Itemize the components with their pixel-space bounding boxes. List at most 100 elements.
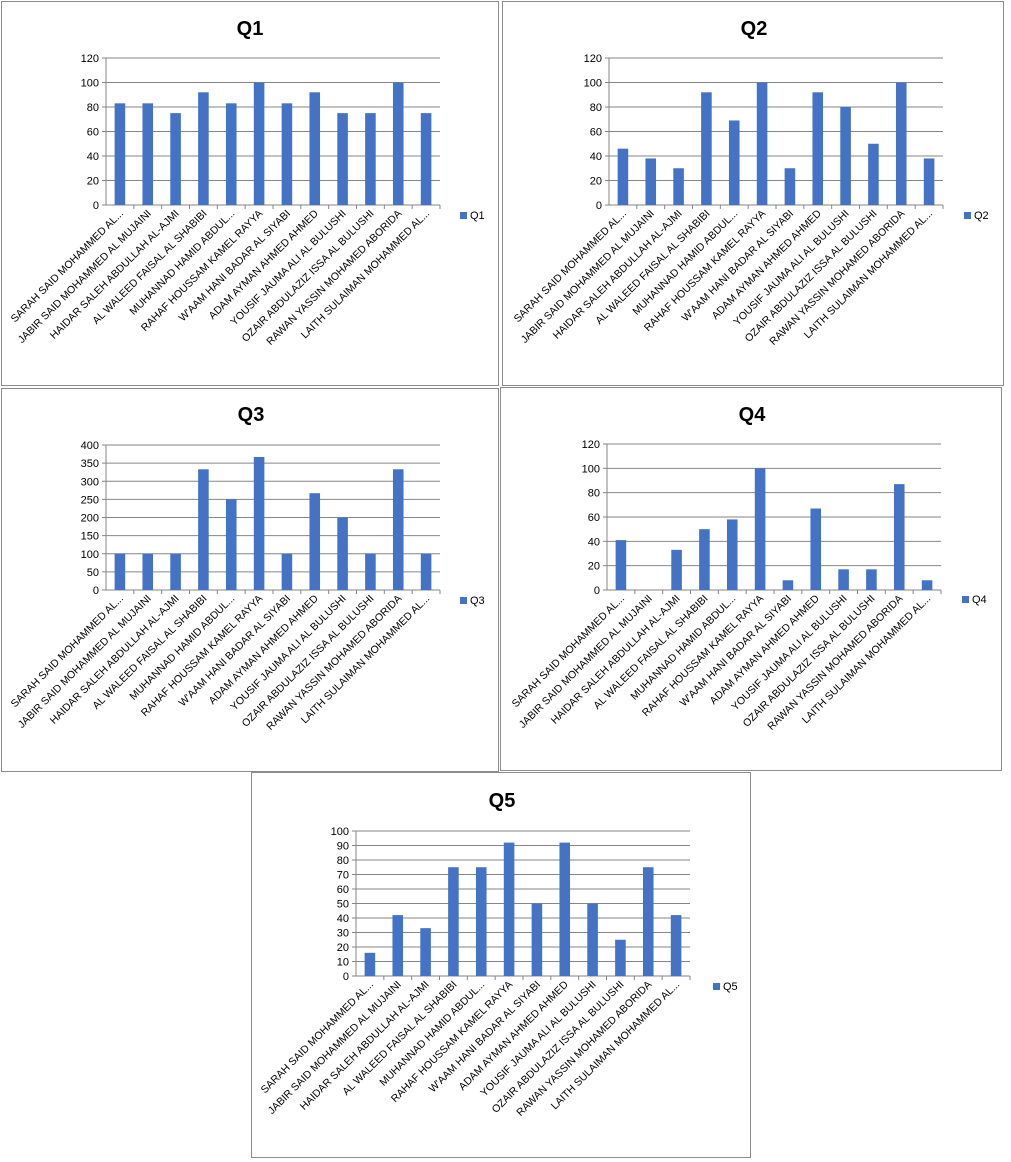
bar [840,107,851,205]
y-tick-label: 100 [81,78,99,90]
y-tick-label: 100 [81,549,99,561]
bar [699,529,710,590]
y-tick-label: 30 [337,928,349,940]
category-label: LAITH SULAIMAN MOHAMMED AL... [299,208,432,341]
bar [810,508,822,590]
bar [309,92,321,205]
y-tick-label: 0 [93,585,99,597]
category-label: LAITH SULAIMAN MOHAMMED AL... [299,593,432,726]
bar [921,580,933,590]
y-tick-label: 400 [81,440,99,452]
bar [198,92,209,205]
bar [142,103,154,205]
bar [225,103,237,205]
bar [420,553,432,590]
bar [253,456,265,590]
bar [365,553,376,590]
chart-panel-q2: Q2 0 20 40 60 80 100 120 SARAH SAID MOHAMMED AL.… [502,1,1004,386]
y-tick-label: 300 [81,476,99,488]
legend-swatch [962,596,969,603]
bar [728,120,740,205]
bar [893,484,905,590]
bar [617,148,629,205]
y-tick-label: 60 [590,127,602,139]
bar [642,867,654,976]
chart-panel-q5: Q5 0 10 20 30 40 50 60 70 80 90 100 SARAH SAID MOHAM… [251,772,751,1158]
y-tick-label: 80 [590,102,602,114]
legend-swatch [460,212,467,219]
bar [253,82,265,205]
bar [448,867,459,976]
chart-panel-q4: Q4 0 20 40 60 80 100 120 SARAH SAID MOHAMMED AL.… [500,387,1002,771]
legend-label: Q2 [974,210,989,222]
bar [392,82,404,205]
chart-title: Q5 [489,790,516,812]
chart-title: Q2 [741,18,768,40]
bar [838,569,849,590]
bar [225,499,237,590]
bar [475,867,487,976]
bar [142,553,154,590]
bar [671,549,682,590]
y-tick-label: 80 [87,102,99,114]
y-tick-label: 100 [331,826,349,838]
bar [784,168,796,205]
bar [503,842,515,976]
y-tick-label: 50 [337,899,349,911]
bar [364,952,376,976]
bar [114,553,126,590]
bar [923,158,935,205]
category-label: LAITH SULAIMAN MOHAMMED AL... [802,208,935,341]
y-tick-label: 60 [87,127,99,139]
legend-label: Q1 [470,210,485,222]
bar [420,113,432,205]
bar [615,540,627,590]
category-label: LAITH SULAIMAN MOHAMMED AL... [549,979,682,1112]
y-tick-label: 20 [337,942,349,954]
bar [531,903,543,976]
y-tick-label: 20 [87,176,99,188]
bar [673,168,684,205]
y-tick-label: 20 [588,561,600,573]
y-tick-label: 90 [337,841,349,853]
y-tick-label: 70 [337,870,349,882]
y-tick-label: 80 [337,855,349,867]
bar [337,517,348,590]
y-tick-label: 40 [590,151,602,163]
y-tick-label: 350 [81,458,99,470]
chart-panel-q1: Q1 0 20 40 60 80 100 120 SARAH SAID MOHAMMED AL.… [1,1,499,386]
bar [615,939,626,976]
bar [281,103,293,205]
bar [895,82,907,205]
bar [392,915,404,976]
legend-swatch [713,983,720,990]
legend-swatch [460,597,467,604]
bar [420,928,431,976]
chart-panel-q3: Q3 0 50 100 150 200 250 300 350 400 SARAH SAID MOH… [1,388,499,772]
legend-label: Q3 [470,595,485,607]
y-tick-label: 80 [588,488,600,500]
bar [726,519,738,590]
chart-title: Q4 [739,404,767,426]
y-tick-label: 10 [337,957,349,969]
bar [756,82,768,205]
bar [645,158,657,205]
y-tick-label: 60 [337,884,349,896]
y-tick-label: 0 [343,971,349,983]
y-tick-label: 200 [81,513,99,525]
y-tick-label: 250 [81,494,99,506]
y-tick-label: 40 [337,913,349,925]
bar [170,113,181,205]
y-tick-label: 100 [584,78,602,90]
bar [866,569,877,590]
bar [868,143,879,205]
y-tick-label: 0 [594,585,600,597]
bar [337,113,348,205]
bar [812,92,824,205]
bar [587,903,598,976]
bar [309,493,321,590]
